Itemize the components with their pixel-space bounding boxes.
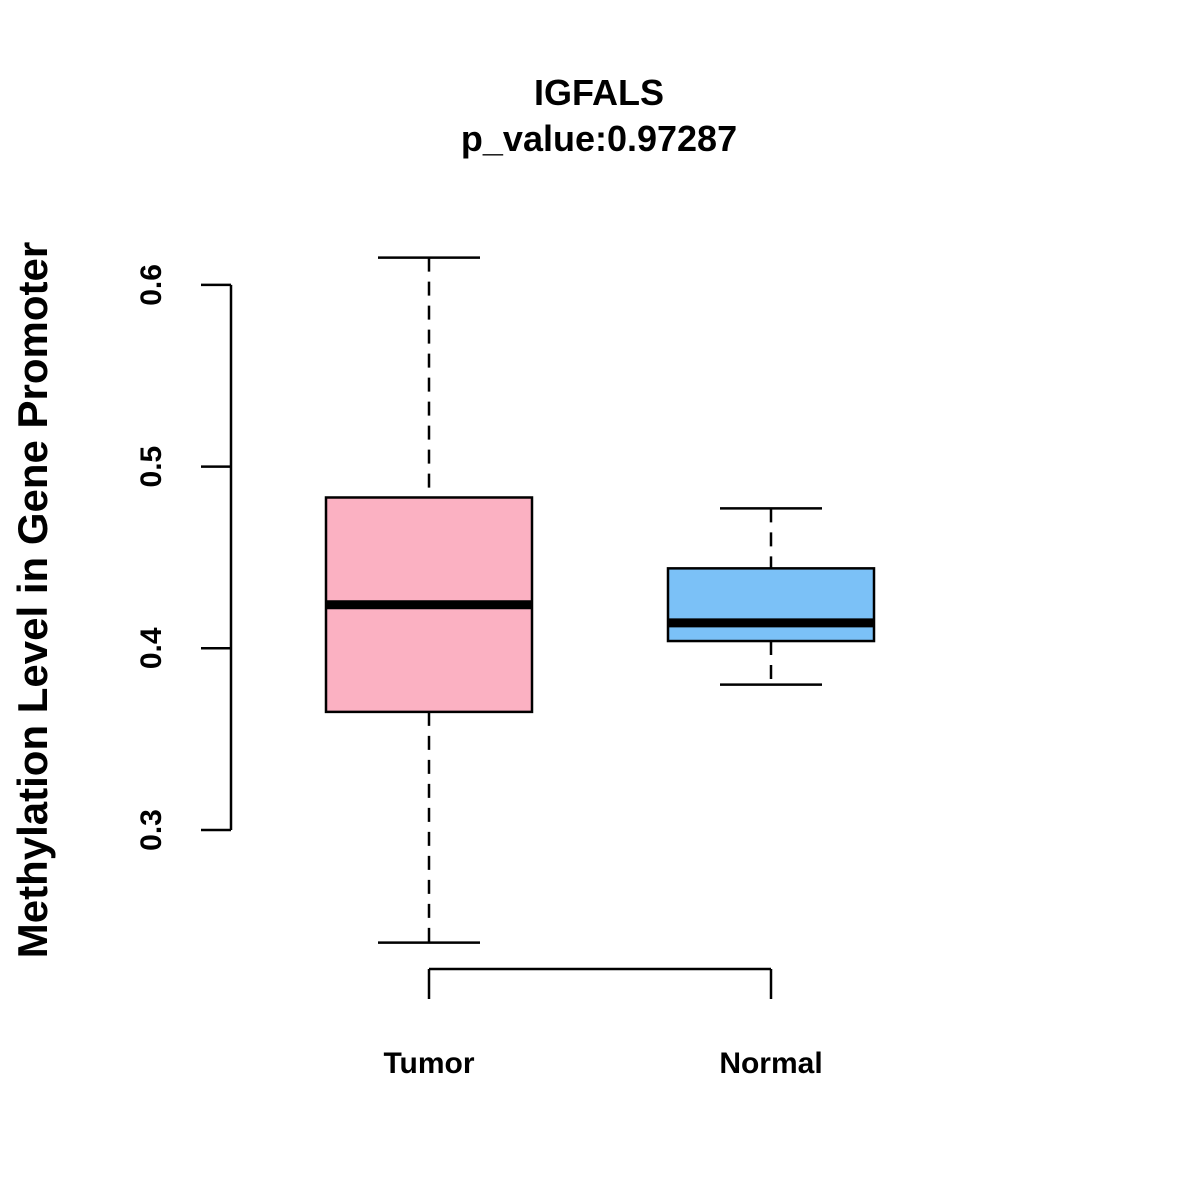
box-tumor xyxy=(324,256,534,944)
x-tick-label: Tumor xyxy=(383,1047,474,1080)
box-normal xyxy=(666,507,876,686)
x-axis: Tumor Normal xyxy=(383,967,823,1080)
y-axis-label: Methylation Level in Gene Promoter xyxy=(9,242,56,958)
box-group-container xyxy=(324,256,876,944)
chart-title: IGFALS xyxy=(534,72,664,113)
iqr-box xyxy=(666,567,876,643)
x-tick-label: Normal xyxy=(719,1047,822,1080)
y-tick-label: 0.4 xyxy=(135,627,168,669)
y-axis: 0.3 0.4 0.5 0.6 xyxy=(135,264,233,851)
chart-subtitle: p_value:0.97287 xyxy=(461,118,737,159)
y-tick-label: 0.3 xyxy=(135,809,168,851)
y-tick-label: 0.5 xyxy=(135,446,168,488)
y-tick-label: 0.6 xyxy=(135,264,168,306)
